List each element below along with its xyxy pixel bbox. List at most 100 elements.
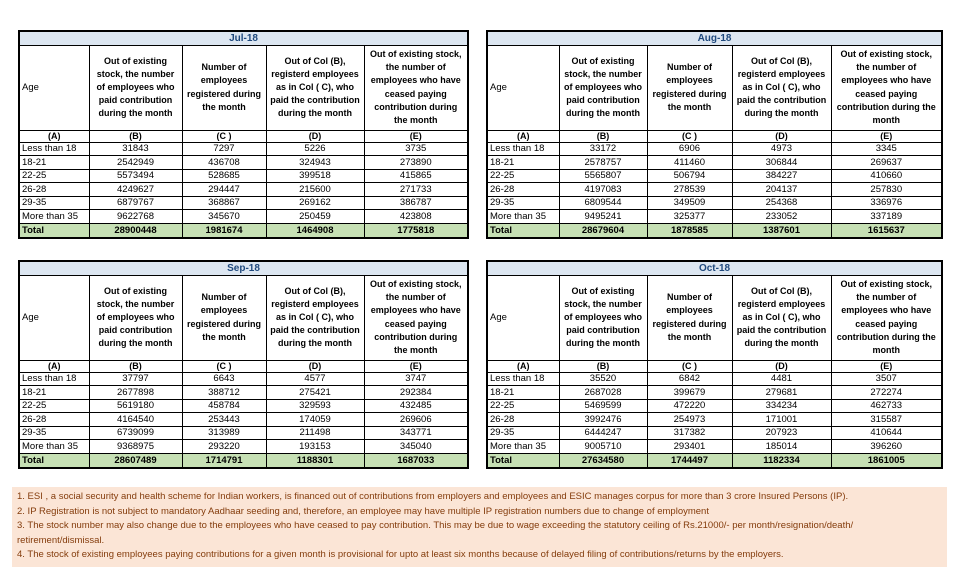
footnote-4: 4. The stock of existing employees payin…: [17, 549, 784, 560]
value-cell: 6906: [646, 141, 733, 156]
total-value: 28900448: [88, 222, 183, 239]
col-letter-d: (D): [265, 359, 365, 373]
col-header-d: Out of Col (B), registerd employees as i…: [731, 44, 832, 131]
value-cell: 324943: [265, 155, 365, 170]
col-letter-e: (E): [830, 359, 943, 373]
col-header-b: Out of existing stock, the number of emp…: [88, 274, 183, 361]
table-row: 29-35 6444247 317382 207923 410644: [486, 425, 943, 440]
value-cell: 233052: [731, 209, 832, 224]
value-cell: 4973: [731, 141, 832, 156]
total-value: 1464908: [265, 222, 365, 239]
total-value: 1775818: [363, 222, 469, 239]
col-header-e: Out of existing stock, the number of emp…: [363, 274, 469, 361]
table-row: 18-21 2687028 399679 279681 272274: [486, 385, 943, 400]
value-cell: 368867: [181, 195, 267, 210]
column-headers-row: Age Out of existing stock, the number of…: [18, 44, 469, 131]
value-cell: 204137: [731, 182, 832, 197]
age-label: More than 35: [486, 439, 560, 454]
total-value: 27634580: [558, 452, 648, 469]
table-row: Less than 18 35520 6842 4481 3507: [486, 371, 943, 386]
age-label: 22-25: [18, 168, 90, 183]
footnotes-block: 1. ESI , a social security and health sc…: [12, 487, 947, 567]
value-cell: 472220: [646, 398, 733, 413]
col-letter-a: (A): [486, 359, 560, 373]
col-header-e: Out of existing stock, the number of emp…: [363, 44, 469, 131]
value-cell: 293220: [181, 439, 267, 454]
value-cell: 279681: [731, 385, 832, 400]
table-row: 29-35 6879767 368867 269162 386787: [18, 195, 469, 210]
value-cell: 254368: [731, 195, 832, 210]
age-label: 18-21: [486, 385, 560, 400]
value-cell: 9622768: [88, 209, 183, 224]
col-letter-d: (D): [265, 129, 365, 143]
value-cell: 349509: [646, 195, 733, 210]
value-cell: 4164540: [88, 412, 183, 427]
col-header-age: Age: [486, 274, 560, 361]
col-header-c: Number of employees registered during th…: [646, 274, 733, 361]
value-cell: 269606: [363, 412, 469, 427]
col-header-e: Out of existing stock, the number of emp…: [830, 44, 943, 131]
value-cell: 9005710: [558, 439, 648, 454]
value-cell: 2677898: [88, 385, 183, 400]
age-label: 18-21: [18, 155, 90, 170]
value-cell: 2687028: [558, 385, 648, 400]
table-row: 22-25 5565807 506794 384227 410660: [486, 168, 943, 183]
col-header-age: Age: [486, 44, 560, 131]
value-cell: 3345: [830, 141, 943, 156]
value-cell: 388712: [181, 385, 267, 400]
total-value: 1182334: [731, 452, 832, 469]
col-letter-b: (B): [558, 359, 648, 373]
age-label: More than 35: [18, 439, 90, 454]
table-row: 26-28 3992476 254973 171001 315587: [486, 412, 943, 427]
value-cell: 269162: [265, 195, 365, 210]
value-cell: 185014: [731, 439, 832, 454]
footnote-1: 1. ESI , a social security and health sc…: [17, 491, 849, 502]
col-header-e: Out of existing stock, the number of emp…: [830, 274, 943, 361]
col-header-age: Age: [18, 44, 90, 131]
value-cell: 3507: [830, 371, 943, 386]
value-cell: 207923: [731, 425, 832, 440]
age-label: Less than 18: [486, 141, 560, 156]
value-cell: 253443: [181, 412, 267, 427]
value-cell: 410644: [830, 425, 943, 440]
table-title: Oct-18: [486, 260, 943, 276]
value-cell: 9368975: [88, 439, 183, 454]
table-jul-18: Jul-18 Age Out of existing stock, the nu…: [18, 30, 470, 239]
value-cell: 458784: [181, 398, 267, 413]
age-label: 22-25: [486, 398, 560, 413]
value-cell: 6842: [646, 371, 733, 386]
value-cell: 4577: [265, 371, 365, 386]
value-cell: 329593: [265, 398, 365, 413]
value-cell: 415865: [363, 168, 469, 183]
table-row: 26-28 4164540 253443 174059 269606: [18, 412, 469, 427]
footnote-2: 2. IP Registration is not subject to man…: [17, 505, 709, 517]
value-cell: 337189: [830, 209, 943, 224]
value-cell: 174059: [265, 412, 365, 427]
value-cell: 294447: [181, 182, 267, 197]
total-label: Total: [18, 222, 90, 239]
col-header-d: Out of Col (B), registerd employees as i…: [265, 44, 365, 131]
table-row: 22-25 5619180 458784 329593 432485: [18, 398, 469, 413]
total-row: Total 28679604 1878585 1387601 1615637: [486, 222, 943, 239]
table-title: Sep-18: [18, 260, 469, 276]
total-label: Total: [486, 222, 560, 239]
value-cell: 31843: [88, 141, 183, 156]
column-letters-row: (A) (B) (C ) (D) (E): [18, 359, 469, 373]
table-row: 22-25 5573494 528685 399518 415865: [18, 168, 469, 183]
column-headers-row: Age Out of existing stock, the number of…: [18, 274, 469, 361]
monthly-tables-grid: Jul-18 Age Out of existing stock, the nu…: [18, 30, 944, 469]
value-cell: 4197083: [558, 182, 648, 197]
total-value: 1687033: [363, 452, 469, 469]
value-cell: 271733: [363, 182, 469, 197]
total-value: 1981674: [181, 222, 267, 239]
value-cell: 292384: [363, 385, 469, 400]
value-cell: 211498: [265, 425, 365, 440]
value-cell: 410660: [830, 168, 943, 183]
total-value: 1188301: [265, 452, 365, 469]
value-cell: 5226: [265, 141, 365, 156]
value-cell: 345670: [181, 209, 267, 224]
col-letter-e: (E): [363, 359, 469, 373]
total-label: Total: [18, 452, 90, 469]
age-label: Less than 18: [18, 371, 90, 386]
value-cell: 313989: [181, 425, 267, 440]
